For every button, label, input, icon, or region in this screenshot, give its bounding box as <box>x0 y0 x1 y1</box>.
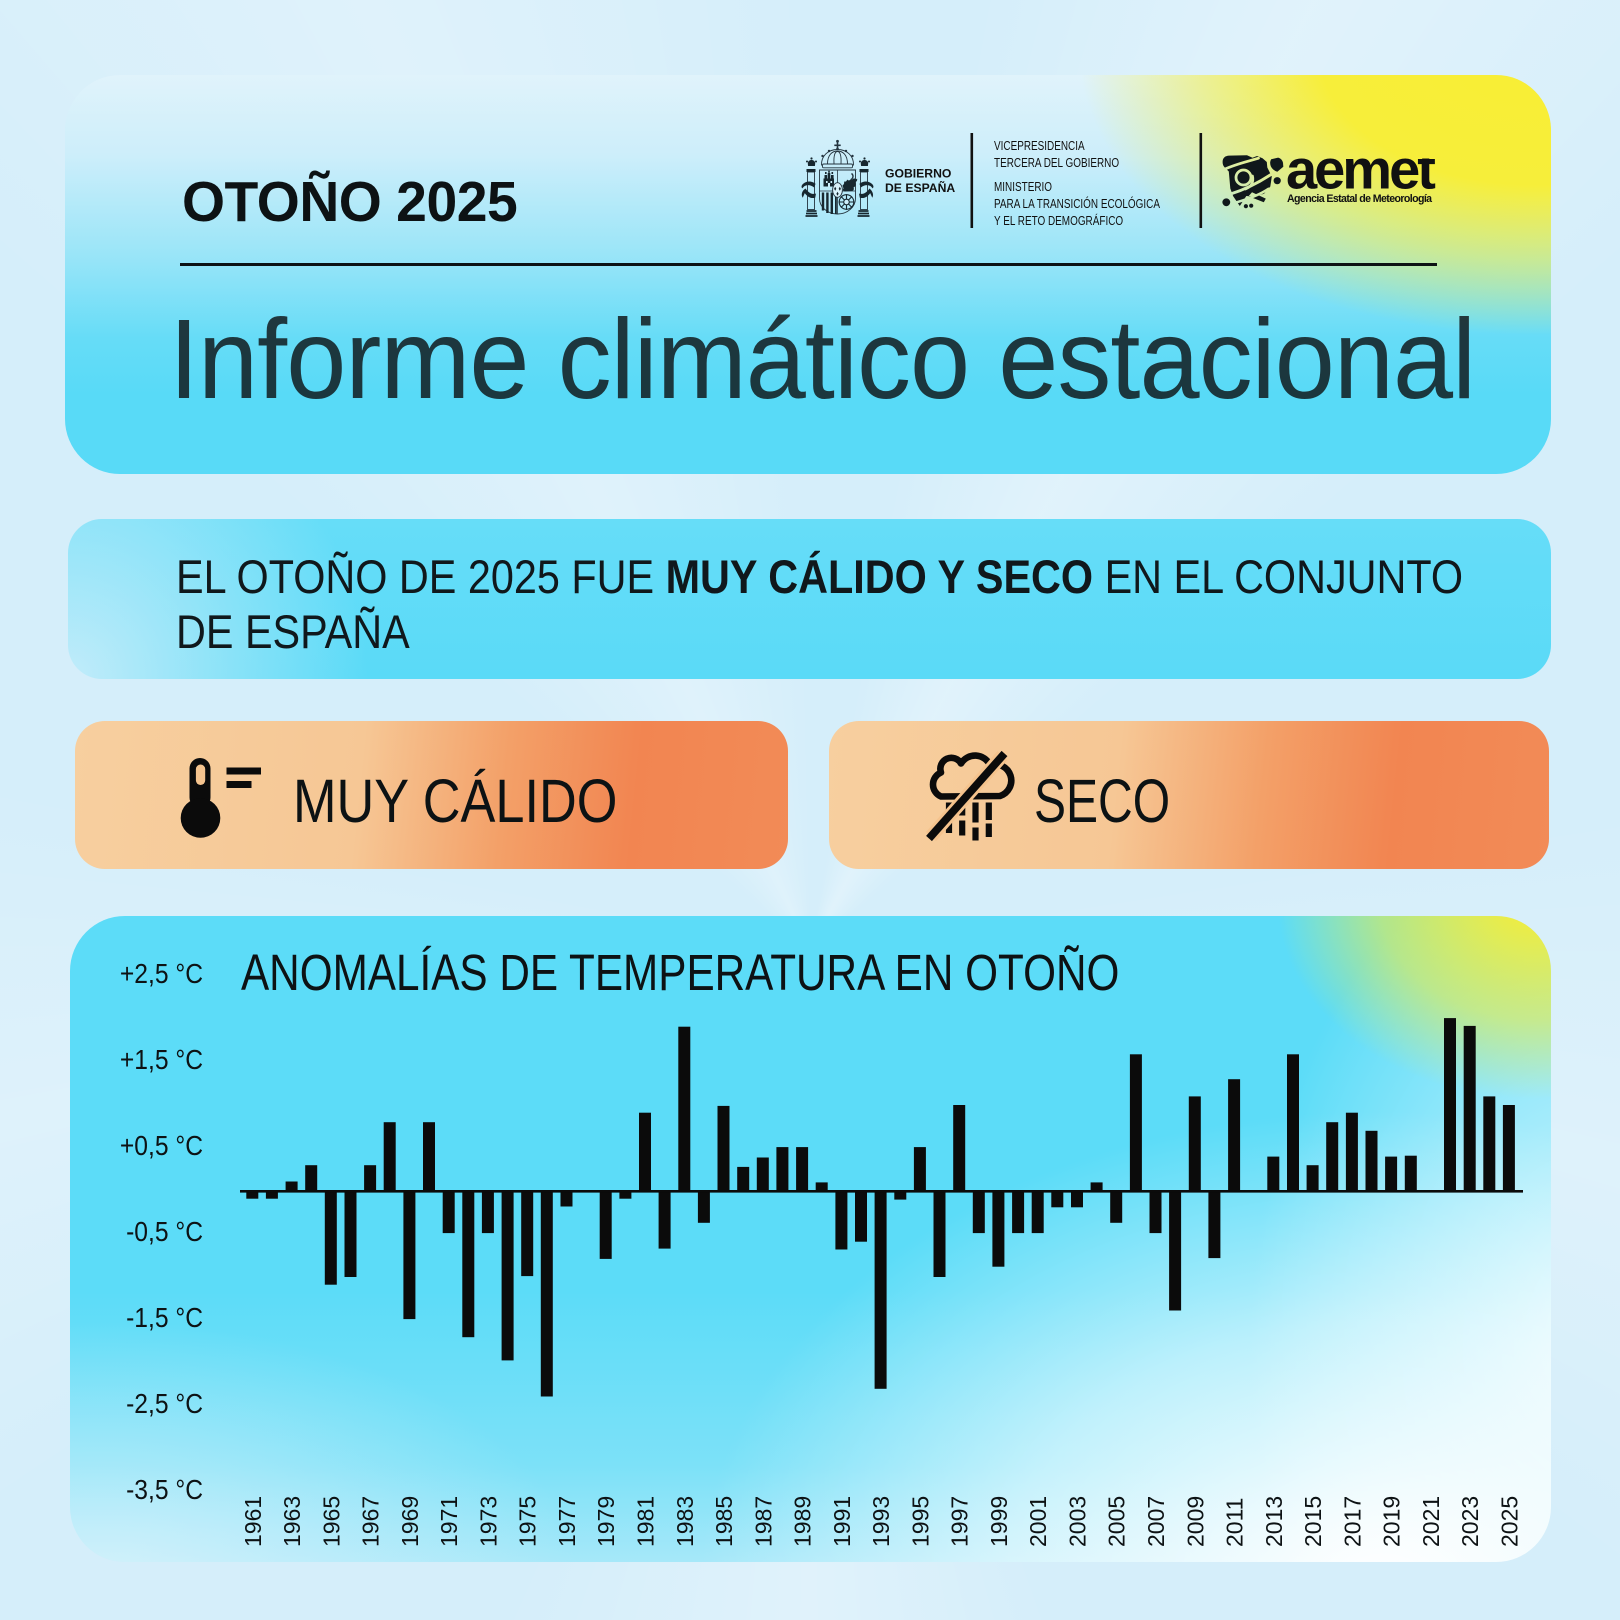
svg-text:1981: 1981 <box>633 1496 659 1547</box>
svg-text:1989: 1989 <box>790 1496 816 1547</box>
svg-text:+0,5 °C: +0,5 °C <box>120 1130 203 1162</box>
svg-text:+2,5 °C: +2,5 °C <box>120 958 203 990</box>
svg-text:VICEPRESIDENCIA: VICEPRESIDENCIA <box>994 140 1085 153</box>
svg-text:1999: 1999 <box>986 1496 1012 1547</box>
svg-text:1991: 1991 <box>829 1496 855 1547</box>
svg-text:-2,5 °C: -2,5 °C <box>126 1388 203 1420</box>
svg-text:GOBIERNO: GOBIERNO <box>885 167 951 181</box>
svg-text:-1,5 °C: -1,5 °C <box>126 1302 203 1334</box>
svg-text:1961: 1961 <box>240 1496 266 1547</box>
svg-text:1985: 1985 <box>711 1496 737 1547</box>
svg-text:1969: 1969 <box>397 1496 423 1547</box>
svg-text:1995: 1995 <box>907 1496 933 1547</box>
svg-text:1979: 1979 <box>593 1496 619 1547</box>
svg-text:Agencia Estatal de Meteorologí: Agencia Estatal de Meteorología <box>1287 193 1432 205</box>
svg-text:1987: 1987 <box>750 1496 776 1547</box>
svg-text:2007: 2007 <box>1143 1496 1169 1547</box>
svg-text:1967: 1967 <box>358 1496 384 1547</box>
svg-text:2003: 2003 <box>1065 1496 1091 1547</box>
svg-text:2023: 2023 <box>1457 1496 1483 1547</box>
svg-text:-3,5 °C: -3,5 °C <box>126 1474 203 1506</box>
svg-text:MINISTERIO: MINISTERIO <box>994 181 1052 194</box>
svg-text:ANOMALÍAS DE TEMPERATURA EN OT: ANOMALÍAS DE TEMPERATURA EN OTOÑO <box>241 944 1119 1001</box>
svg-text:+1,5 °C: +1,5 °C <box>120 1044 203 1076</box>
svg-text:1993: 1993 <box>868 1496 894 1547</box>
svg-text:1977: 1977 <box>554 1496 580 1547</box>
svg-text:1973: 1973 <box>475 1496 501 1547</box>
svg-text:2013: 2013 <box>1261 1496 1287 1547</box>
svg-text:1983: 1983 <box>672 1496 698 1547</box>
svg-text:2017: 2017 <box>1339 1496 1365 1547</box>
svg-text:2025: 2025 <box>1496 1496 1522 1547</box>
svg-text:1975: 1975 <box>515 1496 541 1547</box>
svg-text:aemet: aemet <box>1286 138 1435 201</box>
svg-text:-0,5 °C: -0,5 °C <box>126 1216 203 1248</box>
svg-text:2001: 2001 <box>1025 1496 1051 1547</box>
svg-text:Y EL RETO DEMOGRÁFICO: Y EL RETO DEMOGRÁFICO <box>994 214 1123 228</box>
svg-text:2009: 2009 <box>1182 1496 1208 1547</box>
svg-text:1997: 1997 <box>947 1496 973 1547</box>
svg-text:TERCERA DEL GOBIERNO: TERCERA DEL GOBIERNO <box>994 157 1119 170</box>
svg-text:2005: 2005 <box>1104 1496 1130 1547</box>
svg-text:1971: 1971 <box>436 1496 462 1547</box>
svg-text:DE ESPAÑA: DE ESPAÑA <box>885 180 955 195</box>
svg-text:PARA LA TRANSICIÓN ECOLÓGICA: PARA LA TRANSICIÓN ECOLÓGICA <box>994 197 1160 211</box>
svg-text:1963: 1963 <box>279 1496 305 1547</box>
svg-text:2019: 2019 <box>1379 1496 1405 1547</box>
svg-text:1965: 1965 <box>318 1496 344 1547</box>
svg-text:2015: 2015 <box>1300 1496 1326 1547</box>
svg-text:2011: 2011 <box>1222 1498 1248 1547</box>
svg-text:2021: 2021 <box>1418 1496 1444 1547</box>
